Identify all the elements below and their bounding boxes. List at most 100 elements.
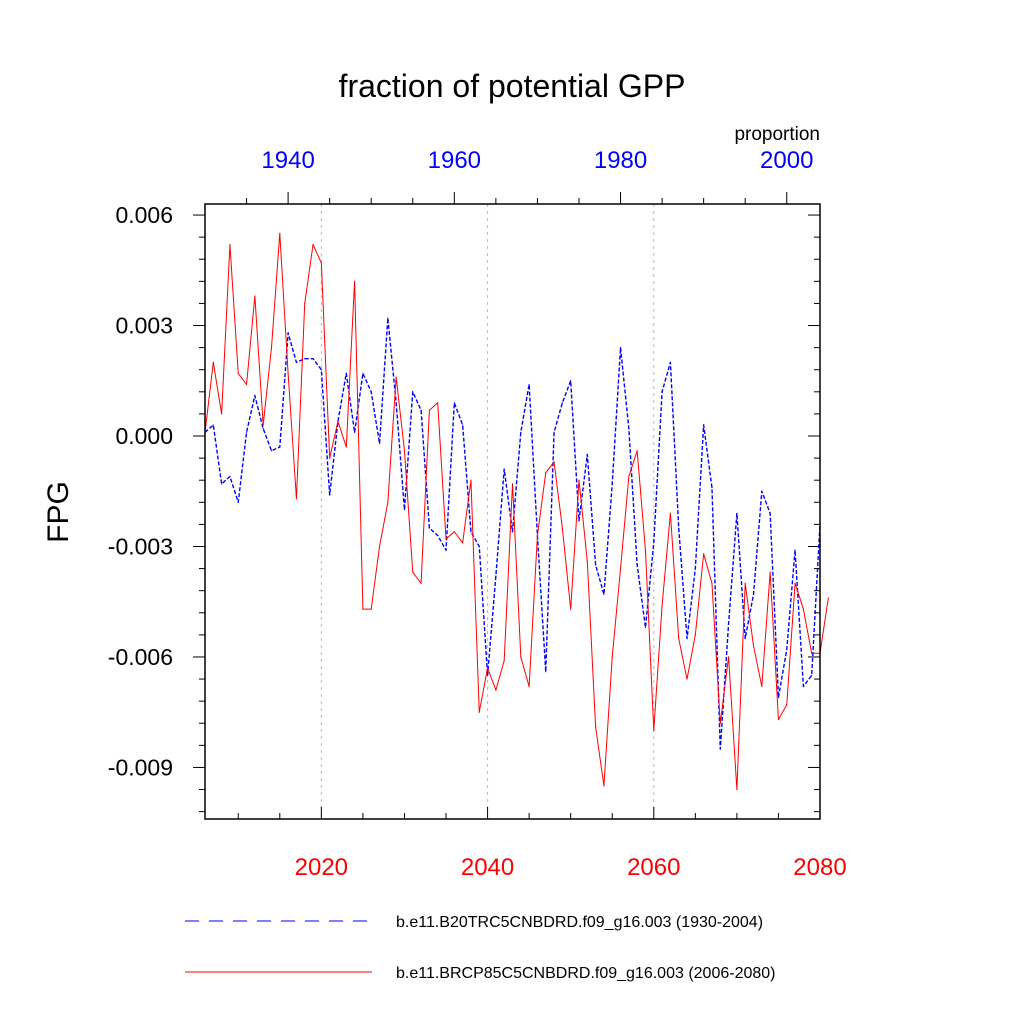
data-point-1-1999	[777, 696, 780, 699]
data-point-2-2052	[586, 560, 588, 562]
bottom-tick-label: 2040	[461, 854, 514, 881]
data-point-2-2038	[470, 479, 472, 481]
data-point-2-2032	[420, 582, 422, 584]
data-point-2-2066	[703, 553, 705, 555]
data-point-2-2034	[437, 402, 439, 404]
data-point-1-1991	[711, 486, 713, 489]
series-layer	[204, 232, 829, 791]
data-point-1-1956	[420, 409, 422, 411]
data-point-1-1966	[503, 468, 505, 470]
data-point-1-1935	[245, 431, 248, 433]
data-point-2-2053	[595, 726, 597, 728]
data-point-2-2047	[545, 472, 547, 474]
data-point-2-2065	[694, 634, 696, 636]
data-point-1-2003	[811, 674, 813, 676]
series-points-2	[204, 232, 829, 791]
data-point-1-1994	[736, 512, 738, 514]
top-tick-label: 2000	[760, 147, 813, 174]
data-point-2-2024	[353, 280, 356, 282]
data-point-2-2075	[777, 718, 780, 721]
data-point-1-1944	[320, 369, 322, 371]
data-point-1-1963	[478, 545, 480, 548]
data-point-1-1993	[727, 623, 730, 625]
minor-ticks	[199, 198, 820, 819]
data-point-2-2016	[287, 372, 289, 375]
data-point-2-2009	[229, 243, 231, 246]
data-point-2-2031	[412, 571, 414, 573]
data-point-1-1940	[287, 332, 289, 334]
top-tick-label: 1940	[261, 147, 314, 174]
data-point-2-2021	[329, 457, 331, 459]
data-point-2-2076	[786, 704, 788, 706]
data-point-2-2050	[570, 608, 572, 610]
data-point-2-2069	[727, 656, 730, 658]
data-point-1-1989	[694, 567, 696, 570]
data-point-1-1964	[486, 674, 489, 676]
data-point-1-1972	[553, 431, 555, 433]
top-tick-label: 1980	[594, 147, 647, 174]
data-point-1-1987	[678, 527, 680, 529]
data-point-2-2045	[528, 685, 530, 688]
data-point-2-2025	[362, 608, 364, 610]
data-point-1-1967	[511, 531, 514, 533]
y-tick-label: -0.009	[108, 754, 173, 780]
data-point-2-2037	[462, 542, 464, 544]
data-point-1-1952	[387, 317, 389, 319]
data-point-1-1969	[528, 383, 530, 386]
bottom-tick-label: 2080	[793, 854, 846, 881]
y-axis-label: FPG	[42, 481, 75, 543]
data-point-2-2073	[761, 685, 763, 688]
data-point-2-2048	[553, 461, 555, 463]
data-point-1-1951	[378, 442, 381, 444]
units-label: proportion	[734, 124, 820, 145]
top-tick-labels: 1940 1960 1980 2000	[261, 147, 813, 174]
chart-title: fraction of potential GPP	[339, 68, 686, 104]
top-tick-label: 1960	[428, 147, 481, 174]
data-point-1-1959	[445, 549, 447, 551]
data-point-1-1933	[229, 475, 231, 478]
data-point-1-1941	[295, 361, 298, 363]
y-tick-label: 0.000	[115, 423, 173, 449]
series-line-2	[204, 232, 829, 791]
data-point-2-2054	[603, 785, 605, 787]
data-point-2-2070	[736, 788, 738, 791]
legend-label-2: b.e11.BRCP85C5CNBDRD.f09_g16.003 (2006-2…	[396, 965, 775, 982]
data-point-1-1938	[270, 450, 273, 452]
y-tick-label: 0.003	[115, 313, 173, 339]
y-tick-label: -0.006	[108, 644, 173, 670]
data-point-2-2030	[403, 450, 406, 452]
data-point-2-2017	[295, 498, 298, 500]
data-point-1-1976	[586, 453, 588, 456]
data-point-1-1980	[619, 347, 622, 349]
data-point-2-2059	[644, 549, 647, 551]
data-point-1-1983	[644, 626, 647, 629]
data-point-2-2035	[445, 538, 447, 540]
series-points-1	[204, 317, 821, 750]
data-point-1-1973	[561, 402, 563, 404]
data-point-2-2068	[719, 722, 721, 724]
data-point-2-2071	[744, 582, 746, 584]
data-point-1-1988	[686, 637, 688, 640]
y-tick-labels: 0.006 0.003 0.000 -0.003 -0.006 -0.009	[108, 202, 173, 780]
data-point-2-2020	[320, 262, 322, 264]
data-point-2-2033	[428, 409, 430, 411]
data-point-1-1937	[262, 428, 264, 430]
data-point-2-2078	[802, 608, 804, 610]
data-point-1-1939	[279, 446, 281, 448]
data-point-1-1948	[353, 431, 356, 433]
data-point-2-2014	[270, 347, 273, 349]
data-point-1-1943	[312, 358, 314, 360]
data-point-1-1958	[437, 534, 439, 537]
data-point-1-1998	[769, 512, 771, 514]
data-point-1-1953	[395, 402, 397, 404]
data-point-1-1977	[595, 564, 597, 566]
data-point-2-2011	[245, 383, 248, 386]
data-point-2-2015	[279, 232, 281, 235]
data-point-1-1996	[752, 593, 755, 595]
data-point-1-1945	[329, 494, 331, 496]
data-point-1-1986	[669, 361, 672, 363]
data-point-2-2079	[811, 652, 813, 654]
plot-frame	[204, 203, 821, 820]
data-point-1-2001	[794, 549, 796, 551]
